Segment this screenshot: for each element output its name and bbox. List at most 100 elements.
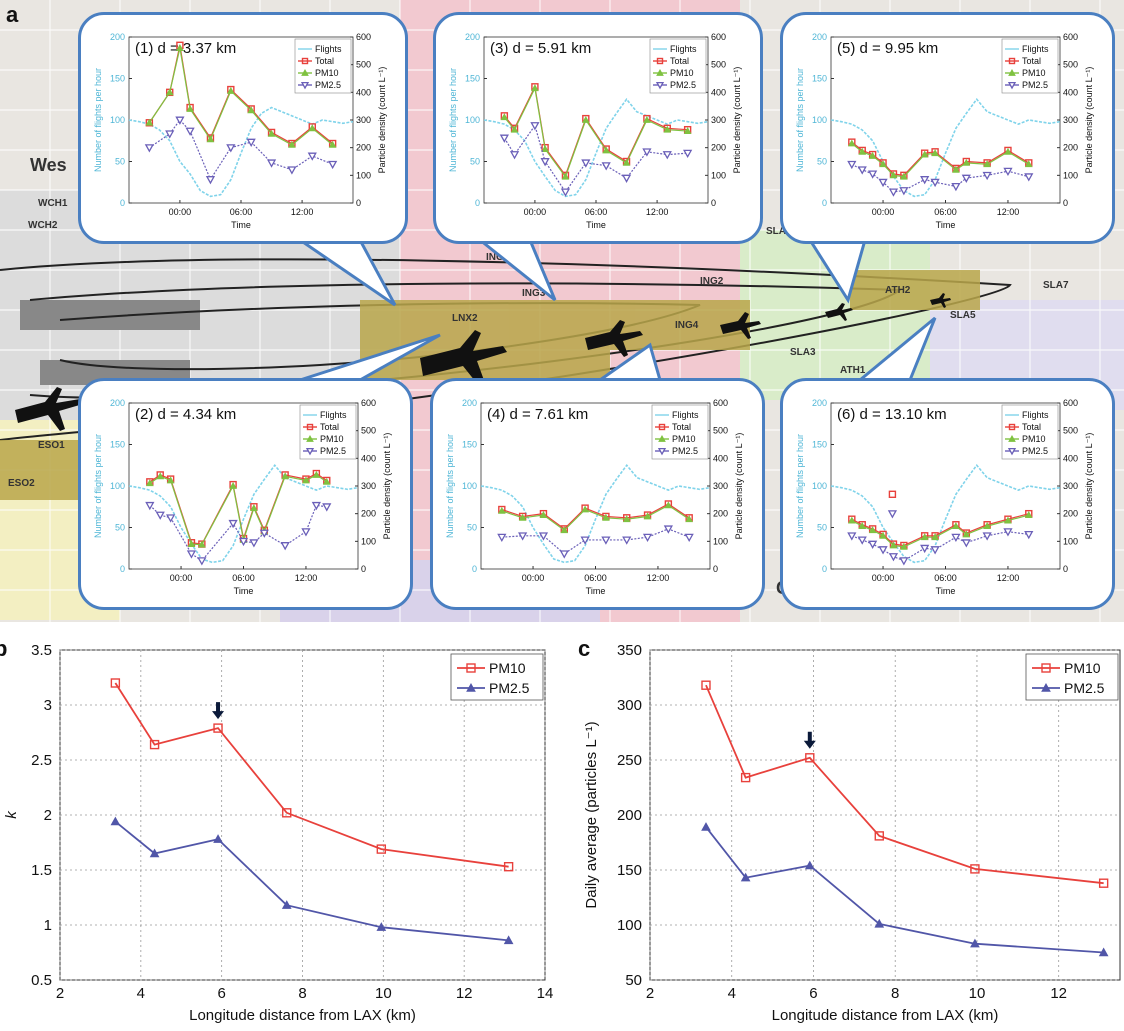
inset-point-pm10 [539, 511, 548, 518]
data-point-pm10 [503, 861, 514, 872]
inset-point-pm10 [510, 125, 519, 133]
inset-point-pm25 [847, 160, 857, 170]
xtick-label: 6 [809, 985, 817, 1002]
map-label-ing4: ING4 [675, 320, 699, 331]
inset-ytick-right-label: 600 [711, 32, 726, 42]
legend-label: PM10 [489, 660, 526, 676]
inset-series-line-flights [830, 463, 1061, 564]
inset-point-pm25 [559, 550, 569, 559]
inset-ytick-right-label: 100 [713, 536, 728, 546]
inset-ytick-label: 0 [475, 198, 480, 208]
inset-point-pm10 [962, 530, 971, 538]
ytick-label: 150 [617, 862, 642, 879]
inset-point-pm10 [497, 506, 506, 514]
data-point-pm25 [740, 872, 751, 882]
inset-ytick-right-label: 300 [711, 115, 726, 125]
inset-point-pm25 [197, 557, 207, 566]
inset-point-pm10 [561, 172, 570, 180]
inset-series-line-total [503, 84, 688, 177]
panel-label-c: c [578, 636, 591, 661]
inset-legend-label: Total [1022, 56, 1041, 66]
inset-xtick-label: 06:00 [934, 207, 957, 217]
inset-ytick-right-label: 500 [356, 60, 371, 70]
inset-xtick-label: 06:00 [585, 207, 608, 217]
inset-ytick-label: 200 [812, 398, 827, 408]
inset-point-pm10 [1004, 516, 1012, 524]
inset-ytick-right-label: 100 [1063, 170, 1078, 180]
inset-ytick-right-label: 600 [713, 398, 728, 408]
inset-ytick-right-label: 0 [1063, 198, 1068, 208]
inset-point-pm10 [683, 127, 692, 134]
inset-point-pm25 [868, 170, 878, 179]
inset-ytick-right-label: 400 [356, 87, 371, 97]
inset-point-pm25 [509, 151, 520, 160]
inset-ytick-label: 100 [110, 115, 125, 125]
legend-label: PM2.5 [489, 680, 530, 696]
inset-point-pm25 [621, 174, 632, 183]
inset-point-pm10 [868, 526, 877, 534]
inset-point-pm25 [920, 176, 930, 185]
inset-xlabel: Time [586, 220, 606, 230]
ytick-label: 350 [617, 642, 642, 659]
data-point-pm10 [874, 831, 884, 841]
inset-point-pm10 [518, 513, 527, 521]
inset-point-pm25 [622, 536, 632, 545]
xtick-label: 4 [728, 985, 736, 1002]
inset-ytick-label: 0 [472, 564, 477, 574]
inset-legend-label: PM2.5 [672, 446, 698, 456]
ytick-label: 3.5 [31, 642, 52, 659]
inset-point-pm10 [206, 135, 215, 143]
inset-point-pm10 [281, 472, 289, 480]
inset-point-pm25 [887, 510, 898, 519]
inset-ytick-right-label: 300 [1063, 481, 1078, 491]
inset-ytick-right-label: 300 [356, 115, 371, 125]
x-axis-label: Longitude distance from LAX (km) [772, 1007, 999, 1024]
inset-point-pm10 [1004, 147, 1012, 155]
inset-ytick-label: 100 [462, 481, 477, 491]
inset-ytick-label: 0 [822, 198, 827, 208]
inset-point-pm25 [249, 539, 259, 548]
map-label-sla7: SLA7 [1043, 280, 1069, 291]
map-label-wch1: WCH1 [38, 198, 68, 209]
inset-point-pm10 [952, 522, 960, 530]
inset-title: (2) d = 4.34 km [135, 406, 236, 423]
inset-point-pm10 [581, 505, 589, 513]
inset-xtick-label: 00:00 [524, 207, 547, 217]
inset-legend-label: PM2.5 [670, 80, 696, 90]
inset-ytick-right-label: 100 [361, 536, 376, 546]
data-point-pm10 [1098, 878, 1109, 888]
data-point-pm25 [376, 922, 387, 931]
inset-point-pm25 [868, 540, 878, 549]
inset-legend-label: Flights [670, 44, 697, 54]
inset-ytick-right-label: 0 [713, 564, 718, 574]
inset-xtick-label: 00:00 [522, 573, 545, 583]
xtick-label: 2 [646, 985, 654, 1002]
inset-point-pm25 [322, 503, 332, 512]
inset-point-pm25 [144, 144, 154, 153]
arrow-annotation [803, 731, 816, 749]
inset-legend-label: Total [1022, 422, 1041, 432]
data-point-pm10 [376, 844, 387, 854]
inset-ytick-right-label: 300 [361, 481, 376, 491]
map-label-lnx2: LNX2 [452, 313, 478, 324]
inset-point-pm25 [530, 122, 540, 131]
inset-point-pm10 [322, 477, 331, 485]
inset-legend-marker [305, 447, 315, 456]
inset-point-pm25 [663, 525, 673, 534]
inset-point-pm25 [847, 532, 857, 541]
inset-svg: 0 50 100 150 200 0 100 200 300 400 500 600 00:00 06:0… [795, 398, 1094, 596]
inset-point-pm10 [983, 160, 991, 168]
inset-legend-label: Total [320, 422, 339, 432]
inset-point-pm10 [229, 481, 237, 489]
inset-legend-label: PM10 [670, 68, 694, 78]
inset-ytick-label: 150 [110, 74, 125, 84]
xtick-label: 14 [537, 985, 554, 1002]
y-axis-label: k [3, 810, 20, 819]
inset-ylabel: Number of flights per hour [448, 68, 458, 172]
inset-point-pm10 [952, 165, 960, 173]
inset-ytick-right-label: 500 [1063, 60, 1078, 70]
inset-ytick-right-label: 400 [1063, 87, 1078, 97]
inset-title: (3) d = 5.91 km [490, 40, 591, 57]
map-panel: Wes WCH1 WCH2 SLA2 ING1 ING2 ING3 ING4 L… [0, 0, 1124, 622]
inset-point-pm25 [518, 532, 528, 541]
